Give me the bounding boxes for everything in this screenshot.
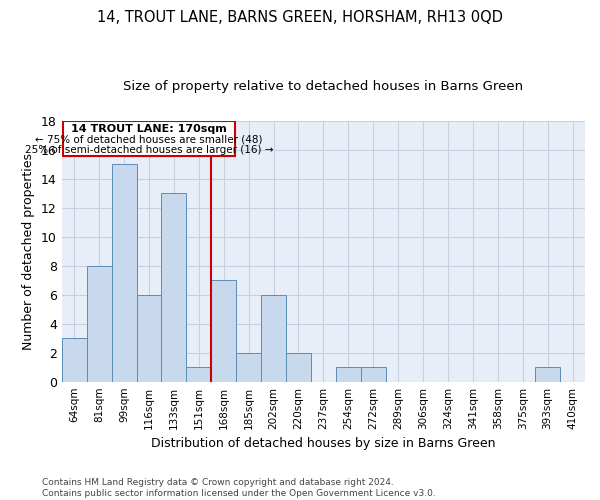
X-axis label: Distribution of detached houses by size in Barns Green: Distribution of detached houses by size … [151, 437, 496, 450]
Text: 14 TROUT LANE: 170sqm: 14 TROUT LANE: 170sqm [71, 124, 227, 134]
Bar [236, 352, 261, 382]
Title: Size of property relative to detached houses in Barns Green: Size of property relative to detached ho… [124, 80, 523, 93]
Bar [63, 122, 235, 156]
Bar [211, 280, 236, 382]
Bar [336, 367, 361, 382]
Bar [161, 193, 187, 382]
Bar [361, 367, 386, 382]
Text: 14, TROUT LANE, BARNS GREEN, HORSHAM, RH13 0QD: 14, TROUT LANE, BARNS GREEN, HORSHAM, RH… [97, 10, 503, 25]
Bar [286, 352, 311, 382]
Y-axis label: Number of detached properties: Number of detached properties [22, 152, 35, 350]
Bar [137, 294, 161, 382]
Text: 25% of semi-detached houses are larger (16) →: 25% of semi-detached houses are larger (… [25, 144, 273, 154]
Bar [187, 367, 211, 382]
Bar [535, 367, 560, 382]
Bar [112, 164, 137, 382]
Bar [261, 294, 286, 382]
Bar [62, 338, 86, 382]
Text: Contains HM Land Registry data © Crown copyright and database right 2024.
Contai: Contains HM Land Registry data © Crown c… [42, 478, 436, 498]
Bar [86, 266, 112, 382]
Text: ← 75% of detached houses are smaller (48): ← 75% of detached houses are smaller (48… [35, 134, 263, 144]
